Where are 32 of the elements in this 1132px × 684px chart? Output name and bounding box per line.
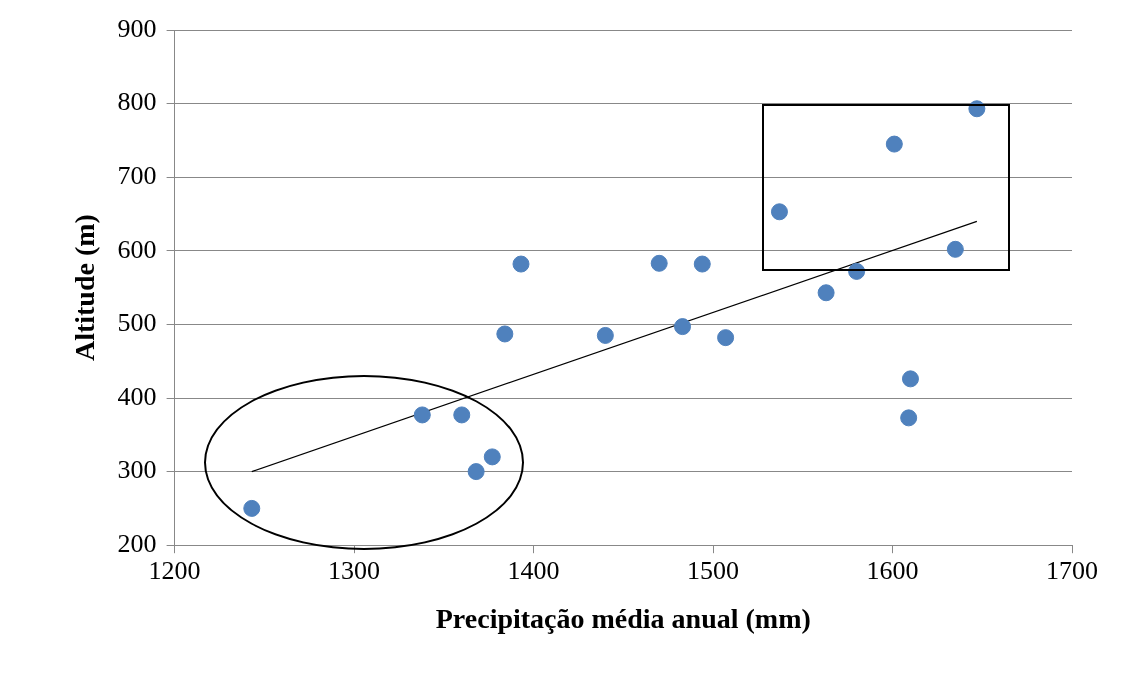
- point: [243, 499, 261, 517]
- point: [467, 463, 485, 481]
- point: [693, 255, 711, 273]
- point: [483, 448, 501, 466]
- x-tick-label: 1700: [1046, 555, 1098, 585]
- y-tick-label: 800: [117, 87, 157, 117]
- x-tick-label: 1300: [328, 555, 381, 585]
- x-tick-label: 1600: [866, 555, 919, 585]
- point: [453, 406, 471, 424]
- point: [770, 203, 788, 221]
- y-tick-label: 700: [117, 161, 157, 191]
- y-tick-label: 500: [117, 308, 157, 338]
- point: [900, 409, 918, 427]
- point: [717, 329, 735, 347]
- point: [650, 254, 668, 272]
- y-tick-label: 400: [117, 381, 157, 411]
- point: [512, 255, 530, 273]
- x-tick-label: 1500: [687, 555, 740, 585]
- x-tick-label: 1400: [507, 555, 560, 585]
- y-tick-label: 900: [117, 13, 157, 43]
- x-axis-title: Precipitação média anual (mm): [435, 603, 811, 635]
- point: [674, 318, 692, 336]
- y-tick-label: 300: [117, 455, 157, 485]
- y-axis-title: Altitude (m): [69, 214, 101, 362]
- point: [901, 370, 919, 388]
- y-tick-label: 600: [117, 234, 157, 264]
- point: [817, 284, 835, 302]
- point: [885, 135, 903, 153]
- point: [496, 325, 514, 343]
- point: [596, 326, 614, 344]
- point: [946, 240, 964, 258]
- point: [413, 406, 431, 424]
